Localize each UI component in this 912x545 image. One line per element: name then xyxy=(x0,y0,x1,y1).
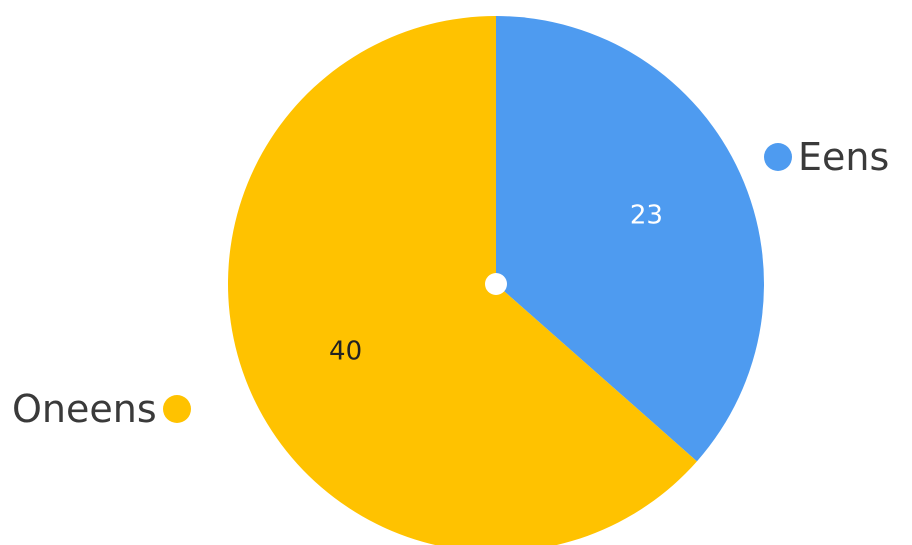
data-label-oneens: 40 xyxy=(329,336,362,366)
legend-label-eens: Eens xyxy=(798,135,890,179)
legend-dot-oneens-icon xyxy=(162,395,191,423)
legend-item-oneens: Oneens xyxy=(12,390,191,428)
data-label-eens: 23 xyxy=(630,201,663,231)
legend-item-eens: Eens xyxy=(764,138,889,176)
pie-slice-eens xyxy=(496,16,764,462)
pie-center-dot xyxy=(485,273,507,295)
legend-label-oneens: Oneens xyxy=(12,387,157,431)
legend-dot-eens-icon xyxy=(764,143,792,171)
pie-slice-oneens xyxy=(228,16,697,545)
